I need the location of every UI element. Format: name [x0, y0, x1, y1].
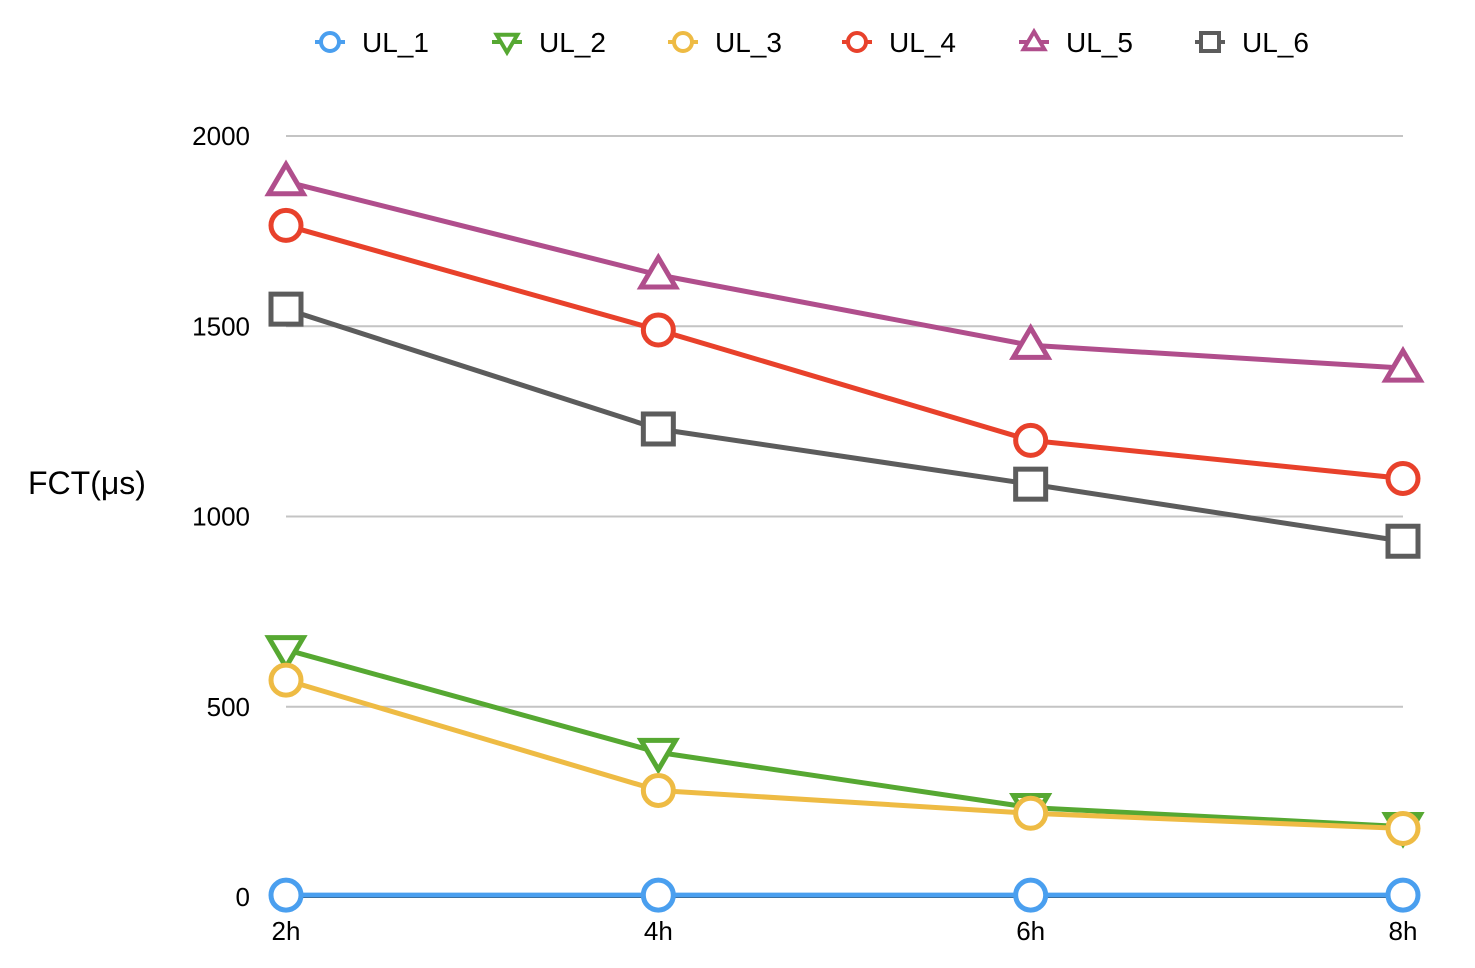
legend-item: UL_1 [315, 27, 429, 58]
series-line-ul-3 [283, 677, 1406, 832]
legend-label: UL_5 [1066, 27, 1133, 58]
y-axis-ticks: 0 500 1000 1500 2000 [192, 121, 250, 912]
y-axis-label: FCT(μs) [28, 465, 146, 501]
data-point-ul-1 [268, 877, 304, 913]
data-point-ul-1 [1385, 877, 1421, 913]
legend-item: UL_6 [1195, 27, 1309, 58]
series-line-ul-6 [283, 306, 1406, 544]
y-tick-label: 1000 [192, 502, 250, 532]
series-line-ul-4 [283, 222, 1406, 481]
data-point-ul-6 [640, 411, 676, 447]
legend-marker-triangle-up-icon [1020, 27, 1048, 52]
legend-item: UL_5 [1019, 27, 1133, 58]
series-line-ul-5 [283, 179, 1406, 371]
data-point-ul-2 [636, 737, 680, 775]
x-tick-label: 8h [1389, 916, 1418, 946]
legend: UL_1 UL_2 UL_3 UL_4 UL_5 UL_6 [315, 27, 1309, 58]
data-point-ul-5 [1381, 345, 1425, 383]
series-markers [264, 159, 1425, 913]
data-point-ul-3 [640, 772, 676, 808]
legend-marker-circle-icon [672, 31, 694, 53]
legend-label: UL_3 [715, 27, 782, 58]
legend-item: UL_2 [492, 27, 606, 58]
legend-item: UL_4 [842, 27, 956, 58]
legend-item: UL_3 [668, 27, 782, 58]
y-tick-label: 1500 [192, 311, 250, 341]
data-point-ul-1 [1013, 877, 1049, 913]
y-tick-label: 500 [207, 692, 250, 722]
legend-label: UL_1 [362, 27, 429, 58]
x-axis-ticks: 2h 4h 6h 8h [272, 916, 1418, 946]
data-point-ul-3 [1385, 811, 1421, 847]
x-tick-label: 4h [644, 916, 673, 946]
series-lines [283, 179, 1406, 898]
data-point-ul-5 [264, 159, 308, 197]
data-point-ul-5 [636, 252, 680, 290]
y-tick-label: 2000 [192, 121, 250, 151]
data-point-ul-3 [1013, 795, 1049, 831]
data-point-ul-4 [1385, 460, 1421, 496]
x-tick-label: 6h [1016, 916, 1045, 946]
x-tick-label: 2h [272, 916, 301, 946]
legend-marker-circle-icon [846, 31, 868, 53]
legend-marker-square-icon [1199, 31, 1221, 53]
legend-marker-triangle-down-icon [493, 32, 521, 57]
series-line-ul-2 [283, 647, 1406, 830]
data-point-ul-6 [1385, 523, 1421, 559]
data-point-ul-4 [640, 312, 676, 348]
data-point-ul-6 [1013, 466, 1049, 502]
data-point-ul-2 [264, 635, 308, 672]
legend-label: UL_6 [1242, 27, 1309, 58]
y-tick-label: 0 [236, 882, 250, 912]
data-point-ul-6 [268, 291, 304, 327]
legend-label: UL_4 [889, 27, 956, 58]
data-point-ul-1 [640, 877, 676, 913]
data-point-ul-4 [268, 207, 304, 243]
data-point-ul-3 [268, 662, 304, 698]
data-point-ul-5 [1009, 323, 1053, 360]
legend-label: UL_2 [539, 27, 606, 58]
legend-marker-circle-icon [319, 31, 341, 53]
data-point-ul-4 [1013, 422, 1049, 458]
